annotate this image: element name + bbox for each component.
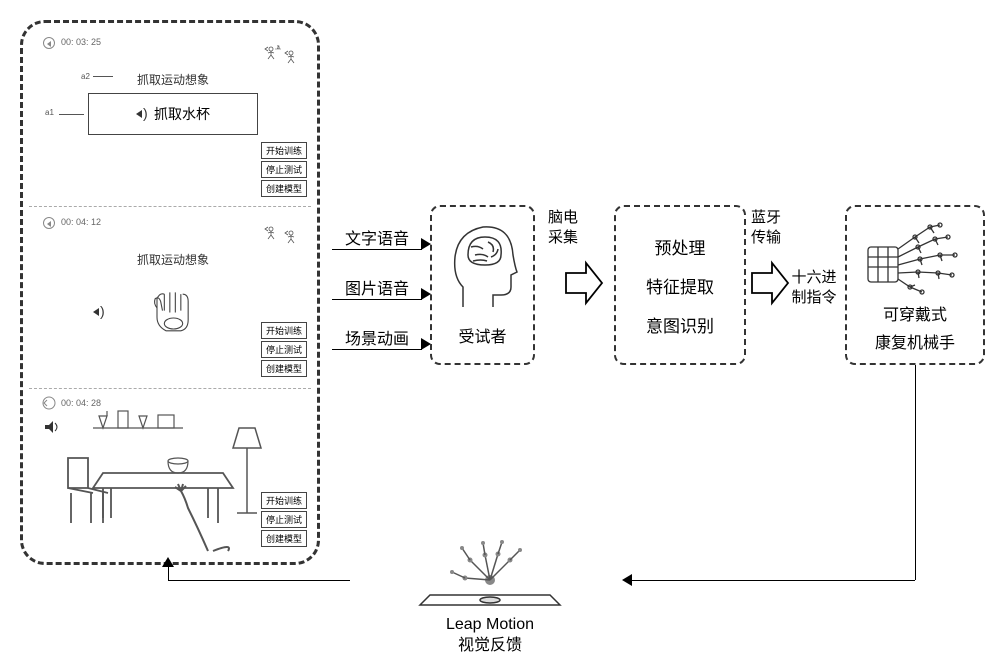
svg-text:00: 04: 28: 00: 04: 28 xyxy=(61,398,101,408)
intent-recognition-label: 意图识别 xyxy=(646,312,714,337)
stimulus-panel: 00: 03: 25 a3 a2 抓取运动想象 抓取水杯 开始训练 停止测试 创… xyxy=(20,20,320,565)
divider xyxy=(29,388,311,389)
device-box: 可穿戴式 康复机械手 xyxy=(845,205,985,365)
prompt-text: 抓取水杯 xyxy=(154,104,210,124)
robotic-hand-icon xyxy=(860,217,970,297)
create-model-button[interactable]: 创建模型 xyxy=(261,360,307,377)
leap-motion-box: Leap Motion 视觉反馈 xyxy=(350,540,630,657)
speaker-icon[interactable] xyxy=(93,305,107,319)
control-buttons: 开始训练 停止测试 创建模型 xyxy=(261,322,307,377)
start-train-button[interactable]: 开始训练 xyxy=(261,142,307,159)
back-icon[interactable] xyxy=(43,37,55,49)
feedback-line xyxy=(630,580,915,581)
arrow-label: 场景动画 xyxy=(345,331,409,348)
feedback-line xyxy=(915,365,916,580)
feedback-line xyxy=(168,565,169,580)
arrowhead-icon xyxy=(162,557,174,567)
svg-text:a3: a3 xyxy=(277,45,280,49)
image-stimulus-screen: 00: 04: 12 抓取运动想象 xyxy=(33,213,313,383)
device-line2: 康复机械手 xyxy=(875,329,955,353)
start-train-button[interactable]: 开始训练 xyxy=(261,492,307,509)
stop-test-button[interactable]: 停止测试 xyxy=(261,341,307,358)
eeg-arrow xyxy=(564,258,604,308)
grasping-hand-image xyxy=(146,285,201,340)
start-train-button[interactable]: 开始训练 xyxy=(261,322,307,339)
scene-stimulus-screen: 00: 04: 28 xyxy=(33,393,313,553)
timestamp: 00: 04: 12 xyxy=(61,217,101,227)
create-model-button[interactable]: 创建模型 xyxy=(261,180,307,197)
stop-test-button[interactable]: 停止测试 xyxy=(261,511,307,528)
image-audio-arrow: 图片语音 xyxy=(332,275,422,300)
bluetooth-arrow xyxy=(750,258,790,308)
bluetooth-label: 蓝牙传输 xyxy=(745,208,787,247)
text-prompt-box: 抓取水杯 xyxy=(88,93,258,135)
stop-test-button[interactable]: 停止测试 xyxy=(261,161,307,178)
leap-line2: 视觉反馈 xyxy=(350,636,630,657)
text-audio-arrow: 文字语音 xyxy=(332,225,422,250)
preprocess-label: 预处理 xyxy=(655,234,706,259)
create-model-button[interactable]: 创建模型 xyxy=(261,530,307,547)
hex-command-label: 十六进制指令 xyxy=(789,268,839,307)
feature-extract-label: 特征提取 xyxy=(646,273,714,298)
arrow-label: 图片语音 xyxy=(345,281,409,298)
image-prompt-area xyxy=(123,285,223,340)
scene-animation-arrow: 场景动画 xyxy=(332,325,422,350)
stimulus-title: 抓取运动想象 xyxy=(33,71,313,88)
callout-a1 xyxy=(59,114,84,115)
timestamp: 00: 03: 25 xyxy=(61,37,101,47)
eeg-label: 脑电采集 xyxy=(542,208,584,247)
control-buttons: 开始训练 停止测试 创建模型 xyxy=(261,492,307,547)
feedback-line xyxy=(168,580,350,581)
device-line1: 可穿戴式 xyxy=(883,301,947,325)
leap-motion-icon xyxy=(390,540,590,610)
leap-line1: Leap Motion xyxy=(350,615,630,636)
subject-box: 受试者 xyxy=(430,205,535,365)
text-stimulus-screen: 00: 03: 25 a3 a2 抓取运动想象 抓取水杯 开始训练 停止测试 创… xyxy=(33,33,313,203)
process-box: 预处理 特征提取 意图识别 xyxy=(614,205,746,365)
subject-caption: 受试者 xyxy=(458,317,506,347)
speaker-icon[interactable] xyxy=(136,107,150,121)
back-icon[interactable] xyxy=(43,217,55,229)
arrow-label: 文字语音 xyxy=(345,231,409,248)
stimulus-title: 抓取运动想象 xyxy=(33,251,313,268)
control-buttons: 开始训练 停止测试 创建模型 xyxy=(261,142,307,197)
brain-head-icon xyxy=(443,217,523,317)
divider xyxy=(29,206,311,207)
